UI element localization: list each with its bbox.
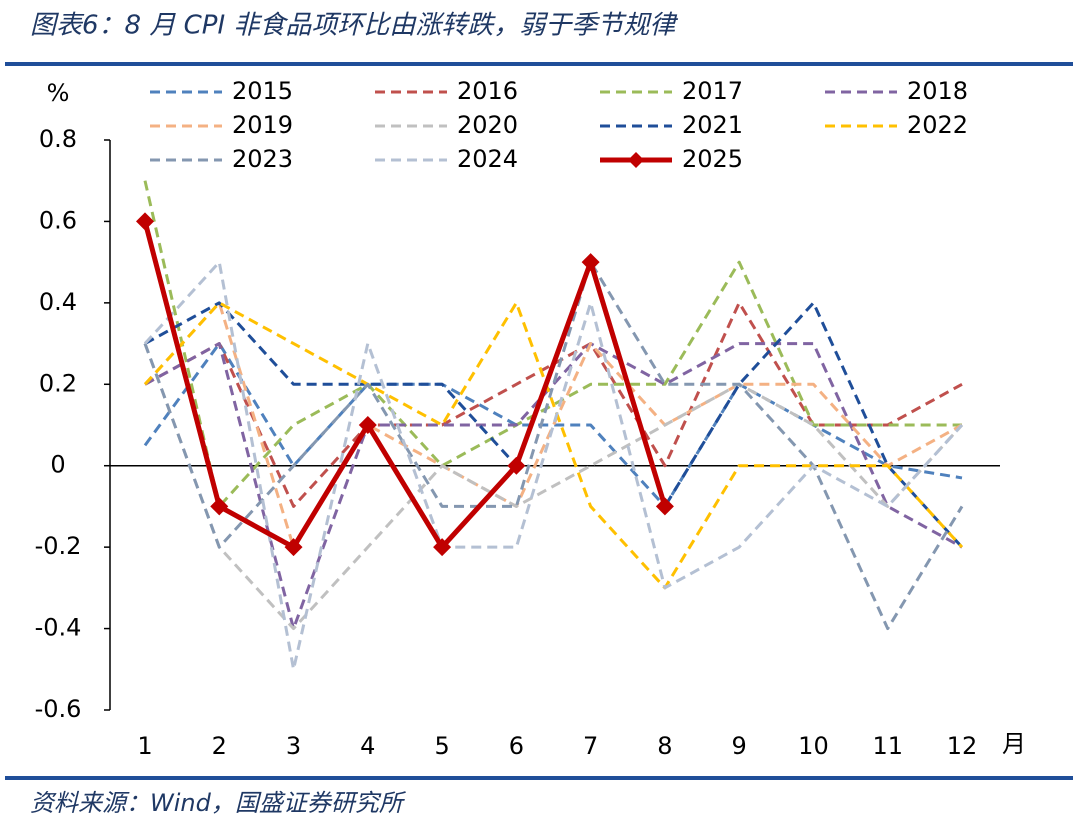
- series-line: [143, 260, 964, 631]
- x-tick-label: 7: [583, 732, 598, 760]
- legend-label: 2019: [232, 111, 293, 139]
- x-axis-label: 月: [1002, 730, 1026, 758]
- series-line: [143, 301, 963, 549]
- legend-label: 2022: [907, 111, 968, 139]
- y-axis-label: %: [47, 79, 70, 107]
- legend-marker: [628, 152, 644, 168]
- y-tick-label: 0.4: [39, 288, 77, 316]
- legend-label: 2017: [682, 77, 743, 105]
- point-marker: [507, 456, 526, 475]
- y-tick-label: -0.2: [35, 532, 82, 560]
- x-tick-label: 4: [360, 732, 375, 760]
- x-tick-label: 2: [212, 732, 227, 760]
- point-marker: [655, 497, 674, 516]
- point-marker: [284, 538, 303, 557]
- series-line: [143, 260, 964, 671]
- legend-label: 2024: [457, 145, 518, 173]
- x-tick-label: 9: [732, 732, 747, 760]
- x-tick-label: 8: [657, 732, 672, 760]
- y-tick-label: 0.8: [39, 125, 77, 153]
- legend-label: 2025: [682, 145, 743, 173]
- legend-label: 2016: [457, 77, 518, 105]
- series-line: [143, 180, 962, 508]
- point-marker: [433, 538, 452, 557]
- point-marker: [358, 416, 377, 434]
- x-tick-label: 5: [434, 732, 449, 760]
- chart-title: 图表6：8 月 CPI 非食品项环比由涨转跌，弱于季节规律: [30, 11, 678, 41]
- legend-label: 2018: [907, 77, 968, 105]
- series-line: [143, 342, 963, 508]
- y-tick-label: 0.6: [39, 206, 77, 234]
- y-tick-label: 0: [50, 451, 65, 479]
- x-tick-label: 3: [286, 732, 301, 760]
- x-tick-label: 1: [137, 732, 152, 760]
- legend-label: 2020: [457, 111, 518, 139]
- point-marker: [136, 212, 154, 231]
- source: 资料来源：Wind，国盛证券研究所: [30, 789, 407, 817]
- y-tick-label: 0.2: [39, 369, 77, 397]
- legend-label: 2015: [232, 77, 293, 105]
- x-tick-label: 11: [872, 732, 903, 760]
- series-line: [143, 343, 964, 631]
- footer-rule: [5, 776, 1073, 780]
- legend-label: 2023: [232, 145, 293, 173]
- y-tick-label: -0.4: [35, 614, 82, 642]
- series-line: [144, 342, 963, 631]
- x-tick-label: 10: [798, 732, 829, 760]
- x-tick-label: 12: [947, 732, 978, 760]
- series-line: [143, 301, 964, 590]
- point-marker: [581, 253, 600, 272]
- point-marker: [210, 497, 229, 516]
- title-rule: [5, 62, 1073, 66]
- series-line: [142, 220, 668, 550]
- y-tick-label: -0.6: [35, 695, 82, 723]
- x-tick-label: 6: [509, 732, 524, 760]
- legend-label: 2021: [682, 111, 743, 139]
